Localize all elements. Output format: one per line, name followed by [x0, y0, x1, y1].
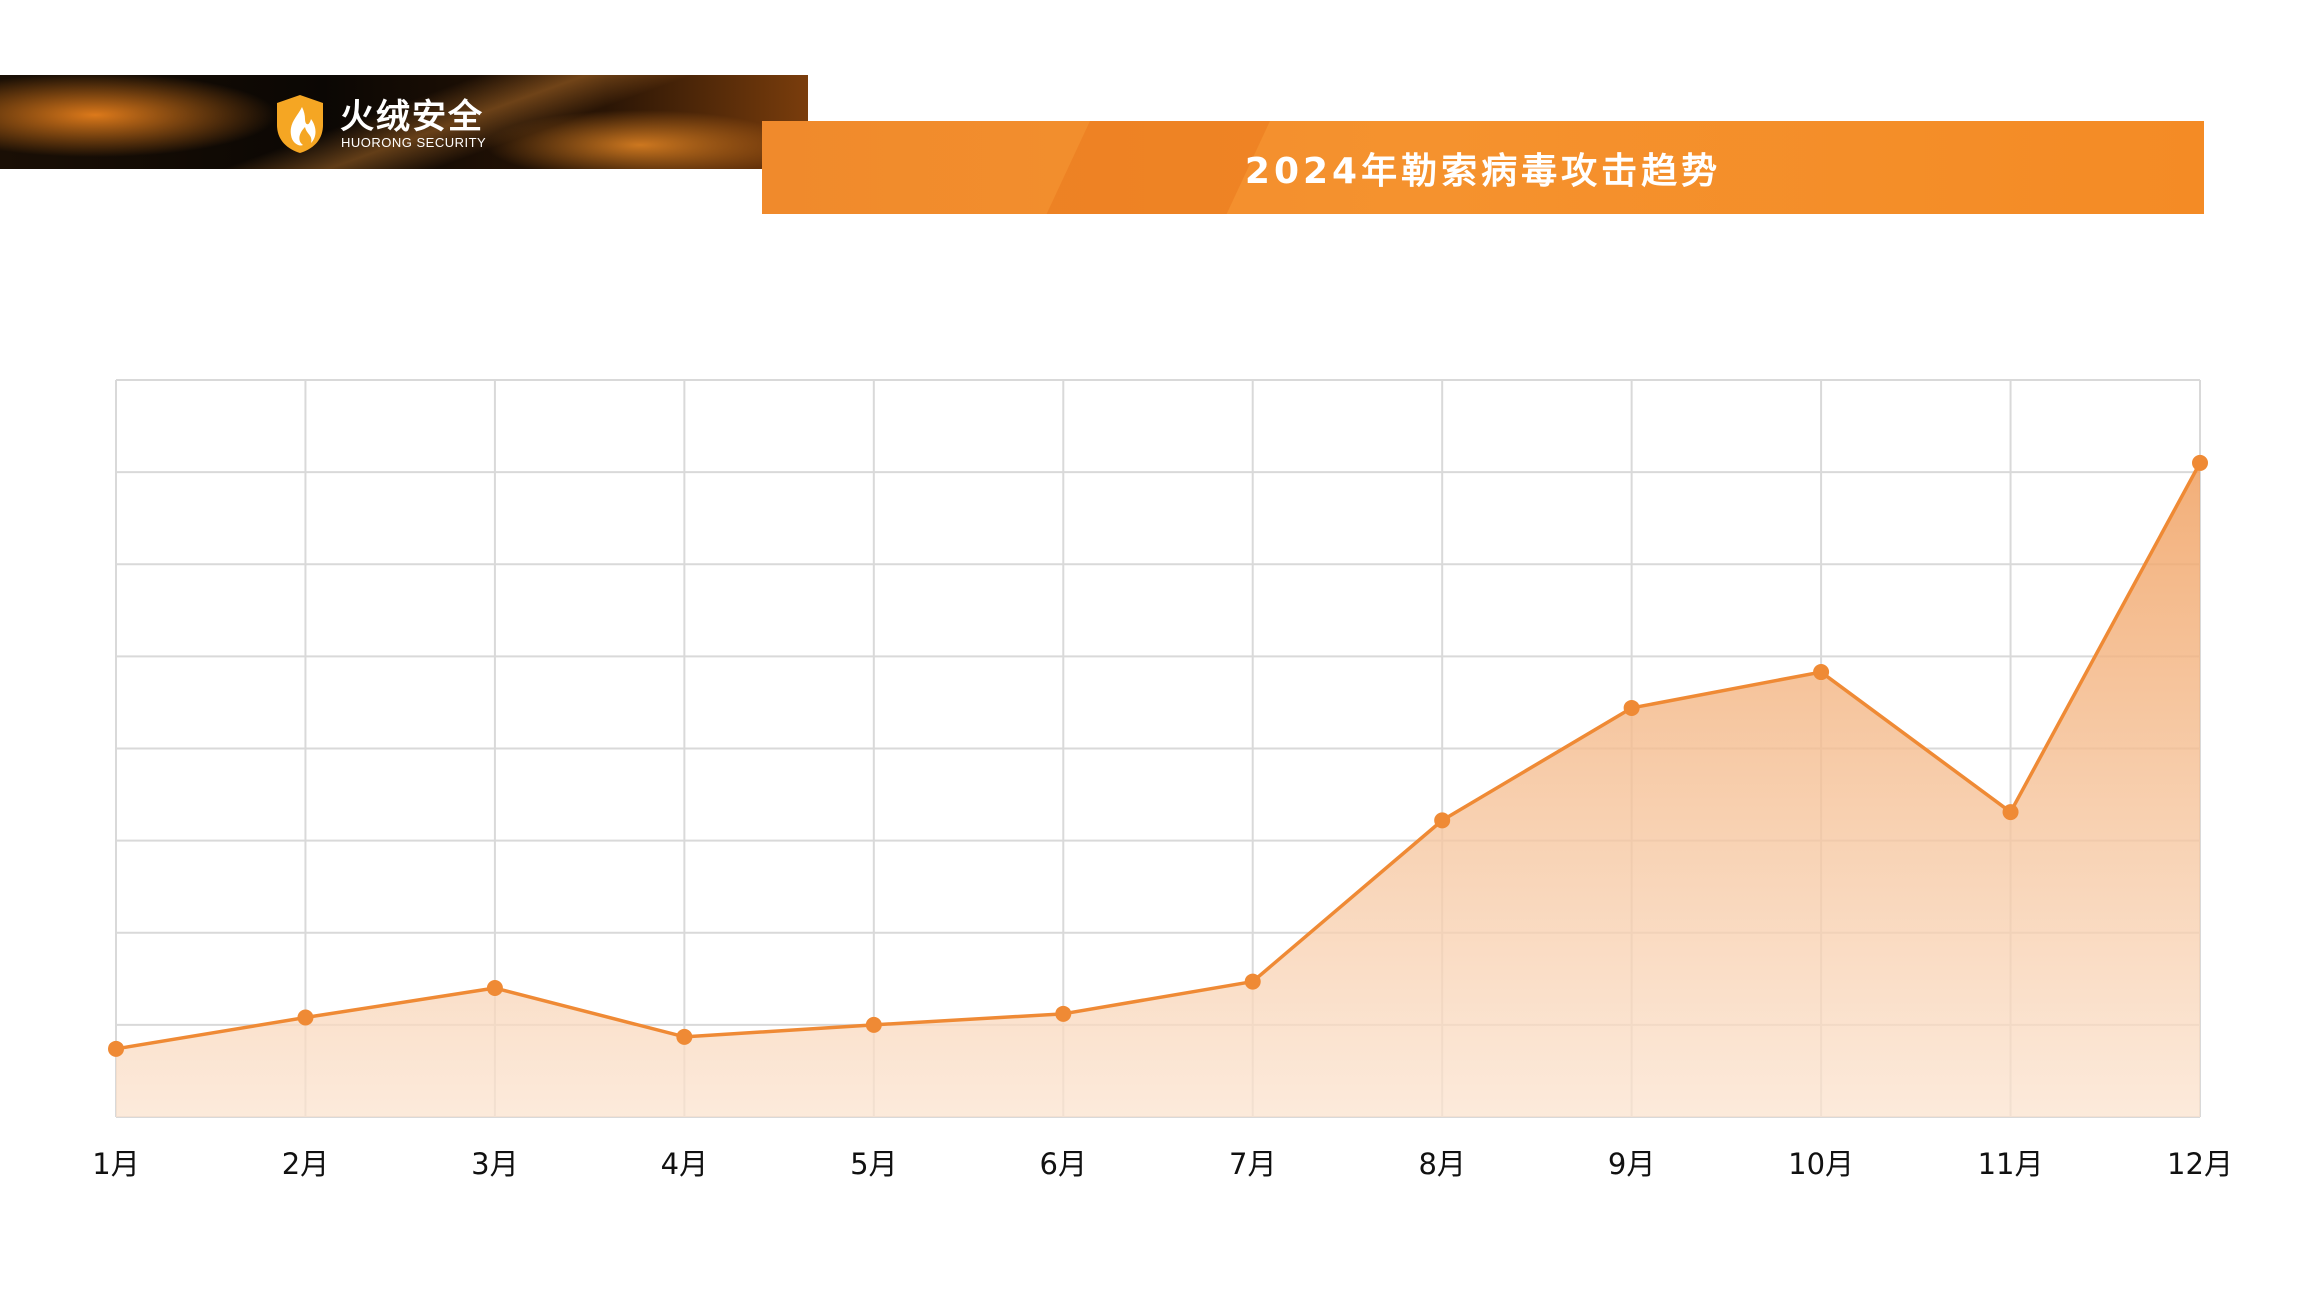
x-tick-label: 3月: [471, 1147, 518, 1181]
data-point: [2002, 804, 2019, 821]
x-tick-label: 10月: [1788, 1147, 1854, 1181]
huorong-shield-logo-icon: [277, 95, 323, 153]
series-area: [116, 462, 2200, 1118]
data-point: [1434, 812, 1451, 829]
data-point: [1813, 664, 1830, 681]
brand-header: 火绒安全 HUORONG SECURITY: [0, 75, 808, 169]
x-tick-label: 6月: [1040, 1147, 1087, 1181]
brand-subtitle: HUORONG SECURITY: [341, 135, 487, 150]
title-banner: 2024年勒索病毒攻击趋势: [762, 121, 2204, 214]
data-point: [2192, 454, 2208, 471]
x-tick-label: 4月: [661, 1147, 708, 1181]
x-tick-label: 2月: [282, 1147, 329, 1181]
data-point: [1244, 973, 1261, 990]
data-point: [108, 1040, 124, 1057]
chart-title: 2024年勒索病毒攻击趋势: [1244, 150, 1722, 192]
data-point: [865, 1016, 882, 1033]
x-tick-label: 12月: [2167, 1147, 2233, 1181]
data-point: [1055, 1005, 1072, 1022]
x-tick-label: 1月: [92, 1147, 139, 1181]
x-tick-label: 11月: [1978, 1147, 2044, 1181]
data-point: [676, 1028, 693, 1045]
x-tick-label: 9月: [1608, 1147, 1655, 1181]
series-line: [115, 462, 2202, 1051]
x-axis-labels: 1月 2月 3月 4月 5月 6月 7月 8月 9月 10月 11月 12月: [92, 1147, 2233, 1181]
x-tick-label: 8月: [1418, 1147, 1465, 1181]
series-points: [108, 454, 2208, 1057]
x-tick-label: 7月: [1229, 1147, 1276, 1181]
data-point: [297, 1009, 314, 1026]
brand-name: 火绒安全: [340, 97, 484, 137]
x-tick-label: 5月: [850, 1147, 897, 1181]
data-point: [486, 980, 503, 997]
data-point: [1623, 699, 1640, 716]
